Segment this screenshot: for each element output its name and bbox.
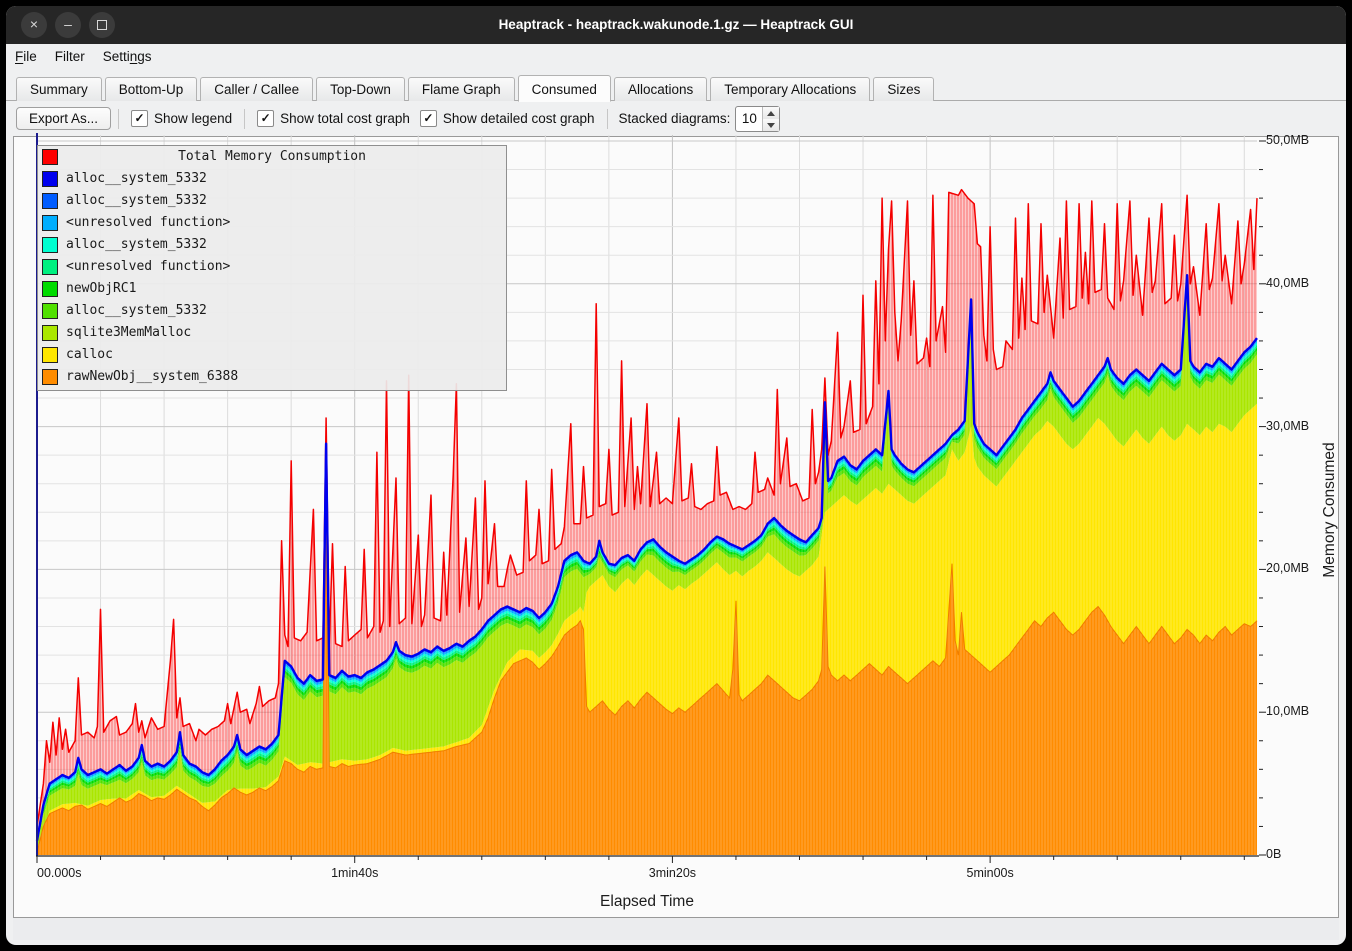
tab-consumed[interactable]: Consumed	[517, 75, 611, 102]
toolbar-separator	[606, 108, 608, 129]
chart-legend: Total Memory Consumption alloc__system_5…	[37, 145, 507, 391]
legend-color-swatch	[42, 193, 58, 209]
tab-sizes[interactable]: Sizes	[873, 77, 935, 101]
legend-entry-label: alloc__system_5332	[66, 171, 207, 186]
checkbox-label: Show total cost graph	[280, 111, 410, 126]
legend-color-swatch	[42, 325, 58, 341]
stacked-diagrams-value[interactable]: 10	[741, 110, 757, 126]
checkbox-label: Show legend	[154, 111, 233, 126]
legend-entry-label: sqlite3MemMalloc	[66, 325, 192, 340]
legend-entry-label: rawNewObj__system_6388	[66, 369, 239, 384]
toolbar-separator	[118, 108, 120, 129]
checkmark-icon: ✓	[419, 110, 437, 127]
export-as-button[interactable]: Export As...	[16, 107, 112, 130]
checkmark-icon: ✓	[257, 110, 275, 127]
window-title: Heaptrack - heaptrack.wakunode.1.gz — He…	[498, 17, 854, 32]
maximize-icon	[97, 20, 107, 30]
legend-entry: alloc__system_5332	[38, 234, 506, 256]
checkbox-show-detailed-cost-graph[interactable]: ✓ Show detailed cost graph	[419, 110, 595, 127]
tab-temporary-allocations[interactable]: Temporary Allocations	[710, 77, 871, 101]
checkbox-label: Show detailed cost graph	[442, 111, 595, 126]
checkbox-show-total-cost-graph[interactable]: ✓ Show total cost graph	[257, 110, 410, 127]
legend-header: Total Memory Consumption	[38, 146, 506, 168]
stacked-diagrams-spinbox[interactable]: 10	[735, 105, 781, 132]
legend-entry-label: newObjRC1	[66, 281, 137, 296]
legend-color-swatch	[42, 237, 58, 253]
stacked-diagrams-label: Stacked diagrams:	[618, 111, 731, 126]
tab-top-down[interactable]: Top-Down	[316, 77, 405, 101]
legend-color-swatch	[42, 303, 58, 319]
legend-color-swatch	[42, 259, 58, 275]
legend-entry: <unresolved function>	[38, 256, 506, 278]
checkbox-show-legend[interactable]: ✓ Show legend	[131, 110, 232, 127]
menu-bar: File Filter Settings	[6, 44, 1346, 70]
toolbar: Export As... ✓ Show legend ✓ Show total cos…	[6, 101, 1346, 136]
legend-entry: alloc__system_5332	[38, 168, 506, 190]
title-bar[interactable]: × – Heaptrack - heaptrack.wakunode.1.gz …	[6, 6, 1346, 44]
legend-entry: newObjRC1	[38, 278, 506, 300]
menu-item-settings[interactable]: Settings	[102, 49, 152, 64]
tab-caller-callee[interactable]: Caller / Callee	[200, 77, 314, 101]
legend-color-swatch	[42, 215, 58, 231]
menu-item-file[interactable]: File	[15, 49, 37, 64]
minimize-icon: –	[64, 16, 72, 32]
legend-color-swatch	[42, 347, 58, 363]
legend-entry-label: alloc__system_5332	[66, 237, 207, 252]
legend-entry: calloc	[38, 344, 506, 366]
tab-flame-graph[interactable]: Flame Graph	[407, 77, 515, 101]
status-bar	[13, 918, 1339, 940]
spin-up-icon[interactable]	[763, 106, 780, 119]
legend-title: Total Memory Consumption	[178, 149, 366, 164]
tab-summary[interactable]: Summary	[16, 77, 102, 101]
close-icon: ×	[29, 16, 39, 32]
tab-bottom-up[interactable]: Bottom-Up	[104, 77, 198, 101]
toolbar-separator	[244, 108, 246, 129]
maximize-button[interactable]	[89, 12, 115, 38]
legend-entry-label: calloc	[66, 347, 113, 362]
tab-bar: Summary Bottom-Up Caller / Callee Top-Down F…	[6, 70, 1346, 102]
legend-entry-label: <unresolved function>	[66, 215, 231, 230]
legend-color-swatch	[42, 171, 58, 187]
legend-entry-label: alloc__system_5332	[66, 303, 207, 318]
legend-entry-label: <unresolved function>	[66, 259, 231, 274]
legend-entry: <unresolved function>	[38, 212, 506, 234]
legend-entry: alloc__system_5332	[38, 190, 506, 212]
legend-entry-label: alloc__system_5332	[66, 193, 207, 208]
minimize-button[interactable]: –	[55, 12, 81, 38]
legend-entry: rawNewObj__system_6388	[38, 366, 506, 388]
legend-color-swatch	[42, 369, 58, 385]
checkmark-icon: ✓	[131, 110, 149, 127]
close-button[interactable]: ×	[21, 12, 47, 38]
tab-allocations[interactable]: Allocations	[613, 77, 708, 101]
menu-item-filter[interactable]: Filter	[54, 49, 85, 64]
legend-color-swatch	[42, 281, 58, 297]
legend-total-swatch	[42, 149, 58, 165]
legend-entry: alloc__system_5332	[38, 300, 506, 322]
legend-entry: sqlite3MemMalloc	[38, 322, 506, 344]
spin-down-icon[interactable]	[763, 118, 780, 131]
